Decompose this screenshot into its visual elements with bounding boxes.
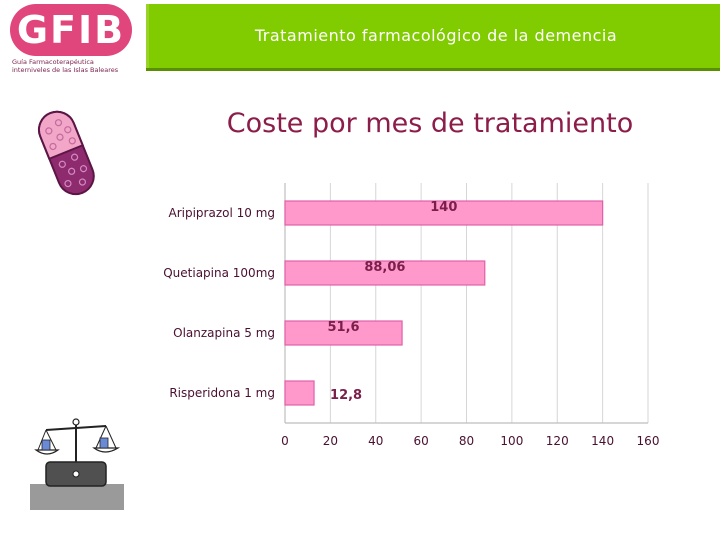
bar [284,260,486,286]
logo-tagline-line-2: interniveles de las Islas Baleares [12,65,119,74]
bar [284,320,403,346]
x-tick-label: 140 [591,434,614,448]
cost-bar-chart: 0 20 40 60 80 100 120 140 160 Aripiprazol 10 mg 14… [163,183,660,448]
logo-tagline-line-1: Guía Farmacoterapéutica [12,58,94,66]
category-label: Quetiapina 100mg [163,266,275,280]
x-tick-label: 0 [281,434,289,448]
x-tick-label: 60 [413,434,428,448]
x-tick-label: 40 [368,434,383,448]
x-tick-label: 100 [500,434,523,448]
x-tick-label: 160 [637,434,660,448]
pill-icon [38,110,95,196]
value-label: 88,06 [364,260,405,275]
category-label: Aripiprazol 10 mg [168,206,275,220]
slide-title: Coste por mes de tratamiento [226,108,634,139]
logo-badge [10,4,132,56]
value-label: 140 [430,200,457,215]
logo-mark: GFIB [16,8,126,52]
header-bar: Tratamiento farmacológico de la demencia [146,4,720,68]
x-tick-label: 120 [546,434,569,448]
value-label: 51,6 [327,320,359,335]
logo-tagline: Guía Farmacoterapéutica interniveles de … [12,58,132,74]
scale-icon [30,418,124,510]
value-label: 12,8 [330,388,362,403]
category-label: Olanzapina 5 mg [173,326,275,340]
x-tick-label: 20 [323,434,338,448]
bar [284,380,315,406]
x-tick-label: 80 [459,434,474,448]
gfib-logo: GFIB Guía Farmacoterapéutica internivele… [10,4,132,74]
header-title: Tratamiento farmacológico de la demencia [254,26,618,45]
category-label: Risperidona 1 mg [169,386,275,400]
bar [284,200,604,226]
